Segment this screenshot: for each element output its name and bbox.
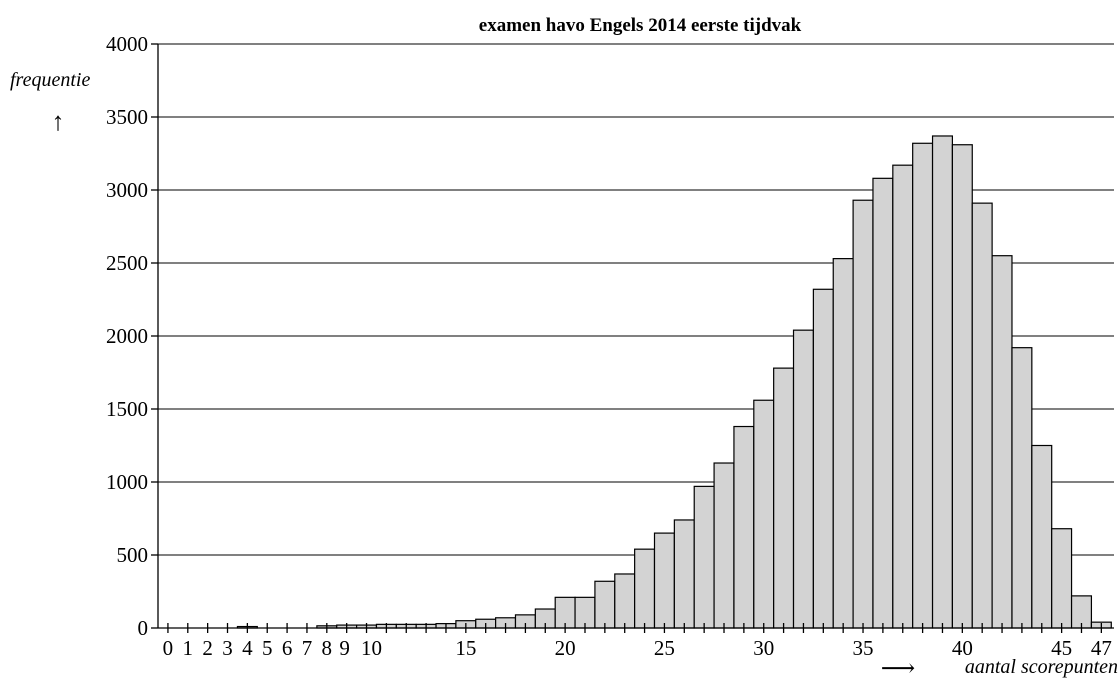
bar-38: [912, 142, 934, 629]
bar-45: [1051, 528, 1073, 629]
bar-42: [991, 255, 1013, 629]
bar-44: [1031, 444, 1053, 629]
bars: [236, 135, 1112, 629]
x-tick-label: 20: [555, 636, 576, 660]
x-tick-label: 30: [753, 636, 774, 660]
y-tick-label: 500: [117, 543, 149, 567]
bar-36: [872, 177, 894, 629]
x-tick-label: 2: [202, 636, 213, 660]
x-tick-label: 6: [282, 636, 293, 660]
x-tick-label: 3: [222, 636, 233, 660]
bar-41: [971, 202, 993, 629]
bar-29: [733, 425, 755, 629]
bar-28: [713, 462, 735, 629]
x-tick-label: 25: [654, 636, 675, 660]
bar-22: [594, 580, 616, 629]
chart-title: examen havo Engels 2014 eerste tijdvak: [479, 15, 802, 36]
bar-27: [693, 485, 715, 629]
bar-31: [773, 367, 795, 629]
x-tick-label: 7: [302, 636, 313, 660]
y-tick-label: 3500: [106, 105, 148, 129]
y-tick-label: 3000: [106, 178, 148, 202]
y-axis-label: frequentie: [10, 69, 90, 91]
x-tick-label: 47: [1091, 636, 1112, 660]
x-axis-label: aantal scorepunten: [965, 656, 1118, 678]
bar-25: [653, 532, 675, 629]
bar-26: [673, 519, 695, 629]
y-tick-label: 1000: [106, 470, 148, 494]
bar-30: [753, 399, 775, 629]
x-tick-label: 40: [952, 636, 973, 660]
x-tick-label: 15: [455, 636, 476, 660]
x-tick-label: 1: [183, 636, 194, 660]
bar-34: [832, 258, 854, 629]
x-tick-label: 4: [242, 636, 253, 660]
y-tick-label: 1500: [106, 397, 148, 421]
y-tick-label: 0: [138, 616, 149, 640]
x-tick-label: 5: [262, 636, 273, 660]
x-tick-label: 0: [163, 636, 174, 660]
bar-40: [951, 144, 973, 629]
y-tick-label: 4000: [106, 32, 148, 56]
bar-23: [614, 573, 636, 629]
x-tick-label: 9: [339, 636, 350, 660]
y-tick-label: 2500: [106, 251, 148, 275]
bar-43: [1011, 347, 1033, 629]
bar-24: [634, 548, 656, 629]
gridlines: [158, 43, 1114, 556]
y-tick-label: 2000: [106, 324, 148, 348]
bar-32: [792, 329, 814, 629]
bar-33: [812, 288, 834, 629]
bar-37: [892, 164, 914, 629]
bar-35: [852, 199, 874, 629]
y-axis-arrow: ↑: [52, 107, 65, 136]
x-tick-label: 8: [322, 636, 333, 660]
bar-39: [931, 135, 953, 629]
x-tick-label: 45: [1051, 636, 1072, 660]
x-tick-label: 35: [853, 636, 874, 660]
x-tick-label: 10: [361, 636, 382, 660]
x-axis-arrow: ⟶: [881, 656, 915, 682]
